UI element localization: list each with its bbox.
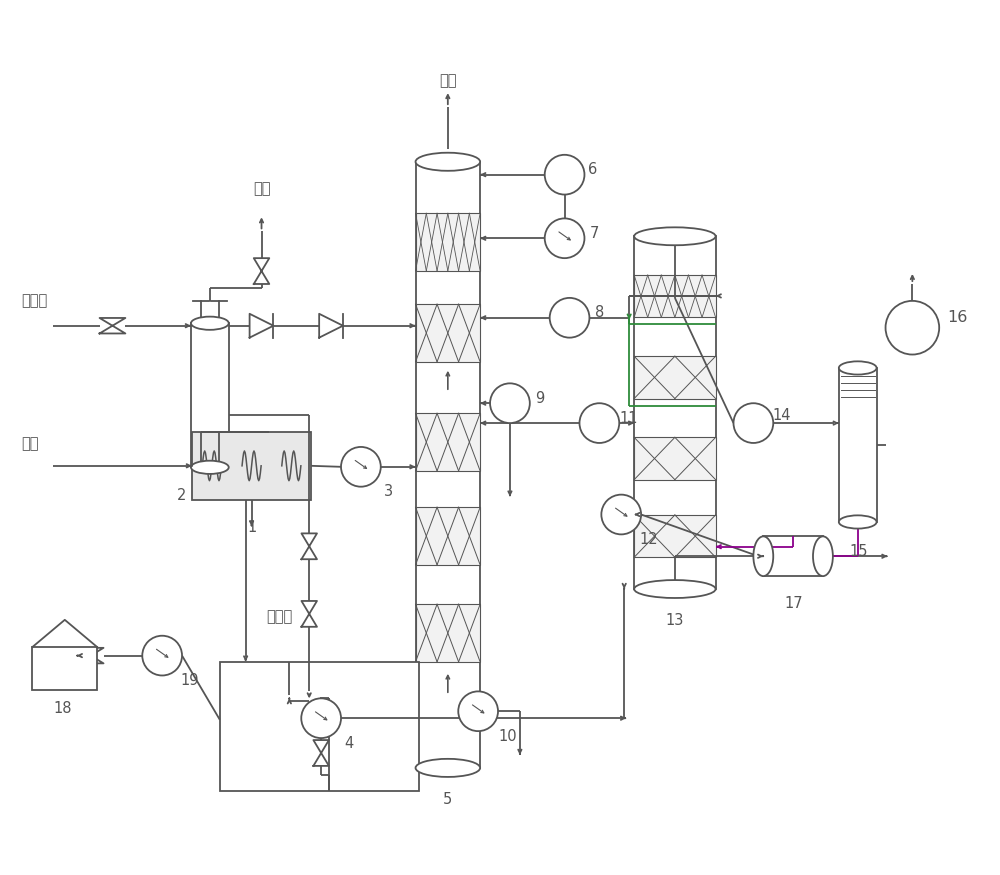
Text: 3: 3 <box>384 484 393 499</box>
Circle shape <box>341 447 381 487</box>
Bar <box>634 236 716 589</box>
Bar <box>416 162 480 768</box>
Text: 放空: 放空 <box>439 73 457 88</box>
Text: 14: 14 <box>772 408 790 423</box>
Ellipse shape <box>813 536 833 576</box>
Bar <box>634 356 716 398</box>
Circle shape <box>886 301 939 354</box>
Text: 16: 16 <box>947 311 968 326</box>
Circle shape <box>545 219 584 258</box>
Bar <box>634 515 716 557</box>
Circle shape <box>734 403 773 443</box>
Bar <box>839 368 877 522</box>
Bar <box>416 214 480 271</box>
Text: 5: 5 <box>443 792 452 807</box>
Bar <box>191 323 229 467</box>
Circle shape <box>301 698 341 738</box>
Text: 6: 6 <box>588 162 597 178</box>
Text: 19: 19 <box>181 673 199 688</box>
Text: 8: 8 <box>595 305 604 320</box>
Text: 4: 4 <box>344 736 354 751</box>
Bar <box>32 647 97 690</box>
Text: 烟气: 烟气 <box>21 437 39 452</box>
Bar <box>220 662 419 791</box>
Bar <box>416 605 480 662</box>
Text: 10: 10 <box>499 729 517 744</box>
Text: 18: 18 <box>54 702 72 717</box>
Bar <box>634 275 716 318</box>
Bar <box>192 432 311 500</box>
Circle shape <box>601 494 641 535</box>
Text: 13: 13 <box>666 613 684 628</box>
Text: 9: 9 <box>535 391 544 406</box>
Ellipse shape <box>191 317 229 330</box>
Bar <box>763 536 823 576</box>
Bar <box>416 507 480 565</box>
Ellipse shape <box>416 153 480 171</box>
Ellipse shape <box>634 228 716 245</box>
Bar <box>416 413 480 471</box>
Text: 脱盐水: 脱盐水 <box>21 293 47 308</box>
Text: 1: 1 <box>247 520 256 535</box>
Text: 2: 2 <box>177 487 187 502</box>
Ellipse shape <box>753 536 773 576</box>
Text: 15: 15 <box>849 544 868 559</box>
Ellipse shape <box>839 515 877 528</box>
Circle shape <box>550 298 589 338</box>
Text: 17: 17 <box>785 597 803 612</box>
Text: 7: 7 <box>590 226 599 241</box>
Bar <box>634 438 716 480</box>
Circle shape <box>458 691 498 731</box>
Circle shape <box>142 636 182 676</box>
Circle shape <box>579 403 619 443</box>
Text: 冷凝水: 冷凝水 <box>266 609 293 625</box>
Text: 放空: 放空 <box>253 181 270 196</box>
Ellipse shape <box>191 461 229 474</box>
Circle shape <box>545 155 584 194</box>
Circle shape <box>490 383 530 424</box>
Ellipse shape <box>634 580 716 598</box>
Bar <box>416 304 480 361</box>
Text: 11: 11 <box>620 410 638 425</box>
Text: 12: 12 <box>640 532 658 547</box>
Ellipse shape <box>839 361 877 374</box>
Ellipse shape <box>416 759 480 777</box>
